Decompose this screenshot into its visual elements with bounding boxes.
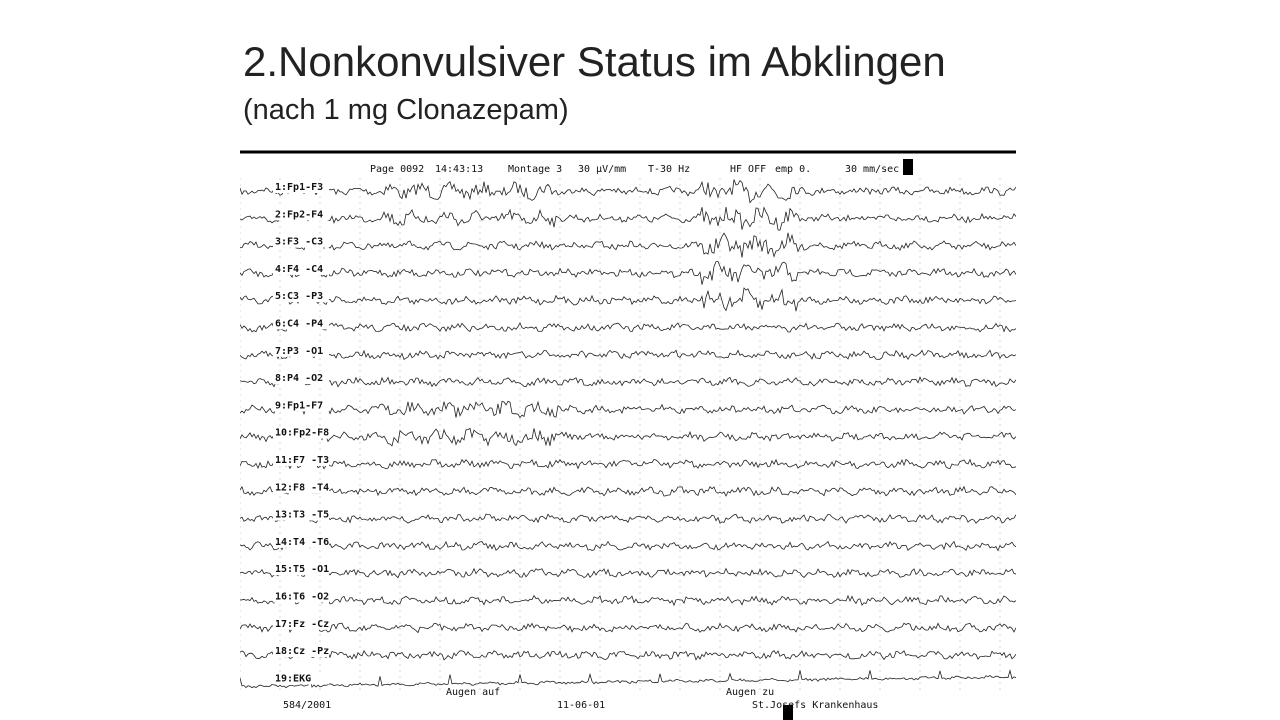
label-background [273,508,329,521]
hospital: St.Josefs Krankenhaus [752,700,878,711]
channel-label: 5:C3 -P3 [275,291,323,302]
header-field: 30 µV/mm [578,164,626,175]
channel-label: 10:Fp2-F8 [275,428,329,439]
channel-label: 13:T3 -T5 [275,510,329,521]
label-background [273,344,329,357]
channel-label: 8:P4 -O2 [275,373,323,384]
label-background [273,454,329,466]
header-field: Montage 3 [508,164,562,175]
eeg-trace [240,594,1016,607]
eeg-trace [240,232,1016,258]
event-label: Augen zu [726,687,774,698]
eeg-recording: 584/2001 Augen auf 11-06-01 Augen zu St.… [240,150,1016,720]
label-background [273,262,329,275]
marker [903,159,913,175]
label-background [273,399,329,412]
eeg-trace [240,567,1016,579]
channel-label: 18:Cz -Pz [275,646,329,657]
label-background [273,235,329,248]
eeg-trace [240,513,1016,524]
channel-label: 16:T6 -O2 [275,592,329,603]
eeg-trace [240,287,1016,312]
label-background [273,672,329,685]
label-background [273,535,329,548]
eeg-trace [240,649,1016,661]
eeg-trace [240,376,1016,388]
label-background [273,563,329,576]
channel-label: 7:P3 -O1 [275,346,323,357]
channel-label: 4:F4 -C4 [275,264,323,275]
header-field: Page 0092 [370,164,424,175]
eeg-trace [240,458,1016,470]
channel-label: 15:T5 -O1 [275,564,329,575]
channel-label: 11:F7 -T3 [275,455,329,466]
eeg-trace [240,260,1016,285]
eeg-trace [240,540,1016,552]
marker [783,705,793,720]
channel-label: 3:F3 -C3 [275,237,323,248]
channel-label: 1:Fp1-F3 [275,182,323,193]
header-field: T-30 Hz [648,164,690,175]
label-background [273,181,329,193]
slide-title: 2.Nonkonvulsiver Status im Abklingen [243,38,946,85]
channel-label: 14:T4 -T6 [275,537,329,548]
channel-label: 17:Fz -Cz [275,619,329,630]
label-background [273,426,329,439]
event-label: Augen auf [446,687,500,698]
eeg-trace [240,179,1016,204]
channel-label: 12:F8 -T4 [275,482,329,493]
label-background [273,590,329,603]
eeg-trace [240,349,1016,360]
header-field: HF OFF [730,164,766,175]
slide-subtitle: (nach 1 mg Clonazepam) [243,94,569,126]
date: 11-06-01 [557,700,605,711]
eeg-trace [240,400,1016,419]
channel-label: 2:Fp2-F4 [275,209,323,220]
record-number: 584/2001 [283,700,331,711]
header-field: 14:43:13 [435,164,483,175]
label-background [273,208,329,221]
eeg-trace [240,485,1016,497]
channel-label: 19:EKG [275,673,311,684]
label-background [273,617,329,630]
label-background [273,481,329,494]
label-background [273,317,329,330]
label-background [273,645,329,658]
channel-label: 6:C4 -P4 [275,319,323,330]
header-field: emp 0. [775,164,811,175]
header-field: 30 mm/sec [845,164,899,175]
label-background [273,290,329,303]
eeg-trace [240,427,1016,447]
label-background [273,372,329,385]
channel-label: 9:Fp1-F7 [275,400,323,411]
eeg-trace [240,669,1016,689]
eeg-trace [240,322,1016,333]
eeg-trace [240,622,1016,634]
eeg-trace [240,206,1016,231]
